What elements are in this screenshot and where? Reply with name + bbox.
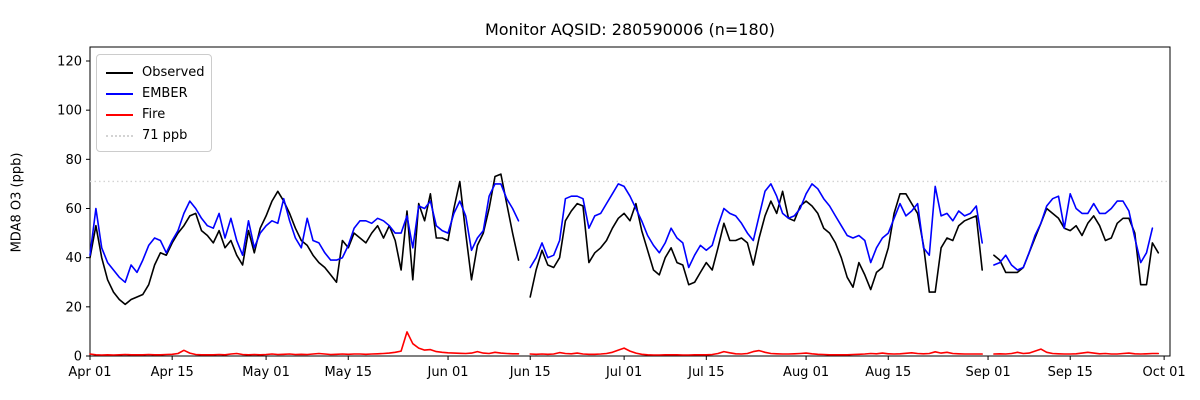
fire-line (89, 331, 1160, 356)
y-tick-label: 120 (57, 55, 82, 70)
x-tick-label: Jul 01 (605, 365, 642, 380)
x-tick-label: Oct 01 (1143, 365, 1186, 380)
x-tick-label: Sep 15 (1048, 365, 1093, 380)
ember-line-swatch (106, 92, 133, 95)
x-tick-label: Aug 01 (783, 365, 829, 380)
observed-line-swatch (106, 71, 133, 74)
x-tick-label: Jul 15 (687, 365, 724, 380)
legend-label: 71 ppb (142, 128, 188, 143)
y-tick-label: 20 (65, 300, 82, 315)
legend-label: Fire (142, 107, 166, 122)
chart-title: Monitor AQSID: 280590006 (n=180) (484, 20, 776, 39)
y-tick-label: 0 (74, 350, 82, 365)
x-tick-label: Jun 15 (509, 365, 551, 380)
ember-line (89, 183, 1154, 284)
plot-frame (89, 46, 1171, 357)
legend-item-threshold: 71 ppb (106, 125, 202, 146)
legend-label: EMBER (142, 86, 188, 101)
y-tick-label: 100 (57, 104, 82, 119)
x-tick-label: Jun 01 (427, 365, 469, 380)
observed-line (89, 173, 1160, 306)
x-tick-label: Apr 01 (68, 365, 111, 380)
legend-item-observed: Observed (106, 62, 205, 83)
y-tick-label: 80 (65, 153, 82, 168)
threshold-line-swatch (106, 134, 133, 137)
legend-label: Observed (142, 65, 205, 80)
x-tick-label: Aug 15 (865, 365, 911, 380)
y-tick-label: 60 (65, 202, 82, 217)
y-tick-label: 40 (65, 251, 82, 266)
legend-item-ember: EMBER (106, 83, 202, 104)
x-tick-label: May 01 (242, 365, 290, 380)
legend-item-fire: Fire (106, 104, 202, 125)
fire-line-swatch (106, 113, 133, 116)
legend: Observed EMBER Fire 71 ppb (96, 54, 212, 152)
x-tick-label: Sep 01 (965, 365, 1010, 380)
x-tick-label: May 15 (324, 365, 372, 380)
x-tick-label: Apr 15 (151, 365, 194, 380)
